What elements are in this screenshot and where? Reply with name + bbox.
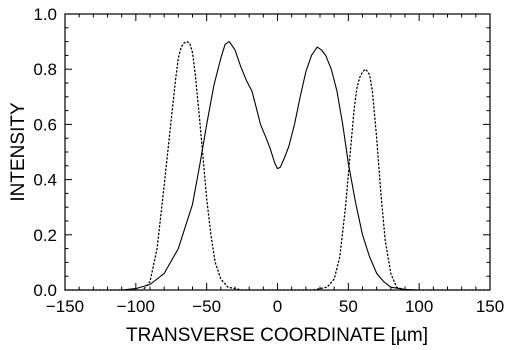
y-tick-label: 0.4 <box>33 171 57 190</box>
plot-frame <box>64 13 491 291</box>
x-tick-label: 50 <box>339 297 358 316</box>
x-tick-label: 150 <box>476 297 504 316</box>
x-axis-ticks: −150 −100 −50 0 50 100 150 <box>46 14 504 316</box>
solid-intensity-curve <box>65 41 490 291</box>
x-tick-label: −150 <box>46 297 84 316</box>
x-tick-label: 100 <box>405 297 433 316</box>
y-tick-label: 0.0 <box>33 281 57 300</box>
x-tick-label: −50 <box>192 297 221 316</box>
y-tick-label: 0.6 <box>33 115 57 134</box>
dotted-intensity-curve <box>64 40 491 291</box>
y-tick-label: 1.0 <box>33 5 57 24</box>
x-tick-label: −100 <box>117 297 155 316</box>
y-axis-ticks: 0.0 0.2 0.4 0.6 0.8 1.0 <box>33 5 490 300</box>
y-axis-title: INTENSITY <box>8 102 29 202</box>
y-tick-label: 0.8 <box>33 60 57 79</box>
x-tick-label: 0 <box>273 297 282 316</box>
plot-lines <box>64 40 491 291</box>
x-axis-title: TRANSVERSE COORDINATE [µm] <box>126 325 428 346</box>
y-tick-label: 0.2 <box>33 226 57 245</box>
